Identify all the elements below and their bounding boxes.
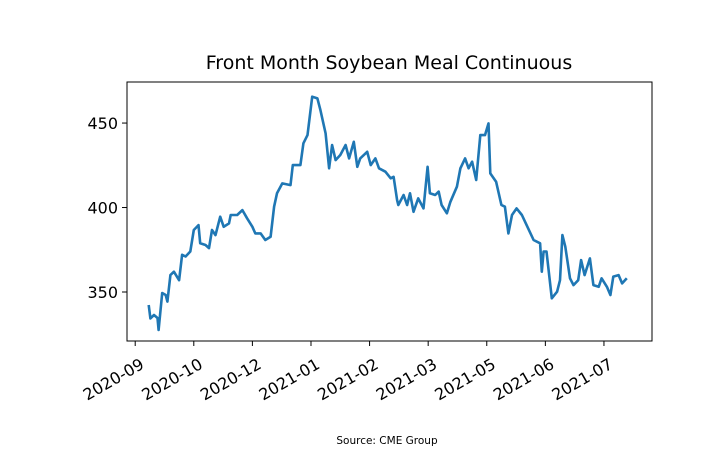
series-line-0 — [147, 95, 628, 332]
x-tick-label: 2021-01 — [256, 354, 323, 404]
x-tick-label: 2021-07 — [549, 354, 616, 404]
y-tick-label: 400 — [87, 199, 118, 218]
x-tick-label: 2021-03 — [373, 354, 440, 404]
x-tick-label: 2020-12 — [197, 354, 264, 404]
plot-area: 3504004502020-092020-102020-122021-01202… — [80, 81, 653, 404]
x-tick-label: 2020-09 — [80, 354, 147, 404]
x-tick-label: 2021-05 — [431, 354, 498, 404]
chart-title: Front Month Soybean Meal Continuous — [206, 52, 572, 74]
source-note: Source: CME Group — [336, 435, 438, 447]
x-tick-label: 2020-10 — [138, 354, 205, 404]
y-tick-label: 450 — [87, 114, 118, 133]
x-tick-label: 2021-06 — [490, 354, 557, 404]
plot-frame — [126, 81, 653, 342]
x-tick-label: 2021-02 — [314, 354, 381, 404]
y-tick-label: 350 — [87, 283, 118, 302]
